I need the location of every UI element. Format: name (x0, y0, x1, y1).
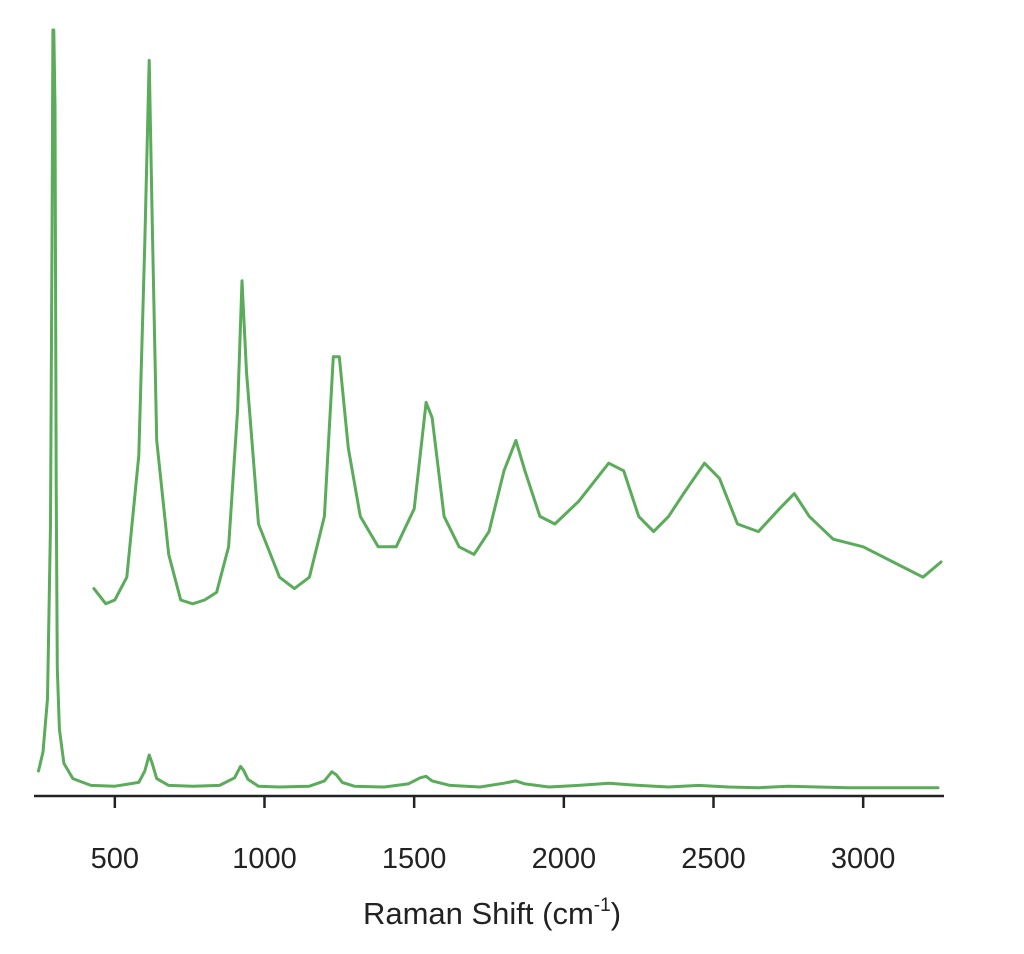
series-line-full-spectrum (37, 28, 940, 790)
series-lines (37, 28, 943, 790)
x-axis-ticks: 500 1000 1500 2000 2500 3000 (91, 796, 896, 875)
x-tick-label: 500 (91, 843, 139, 875)
x-tick-label: 1000 (232, 843, 297, 875)
x-tick-label: 1500 (382, 843, 447, 875)
x-tick-label: 3000 (831, 843, 896, 875)
x-tick-label: 2000 (532, 843, 597, 875)
x-axis-title: Raman Shift (cm-1) (363, 895, 621, 931)
x-tick-label: 2500 (681, 843, 746, 875)
series-line-magnified-offset (92, 58, 943, 606)
